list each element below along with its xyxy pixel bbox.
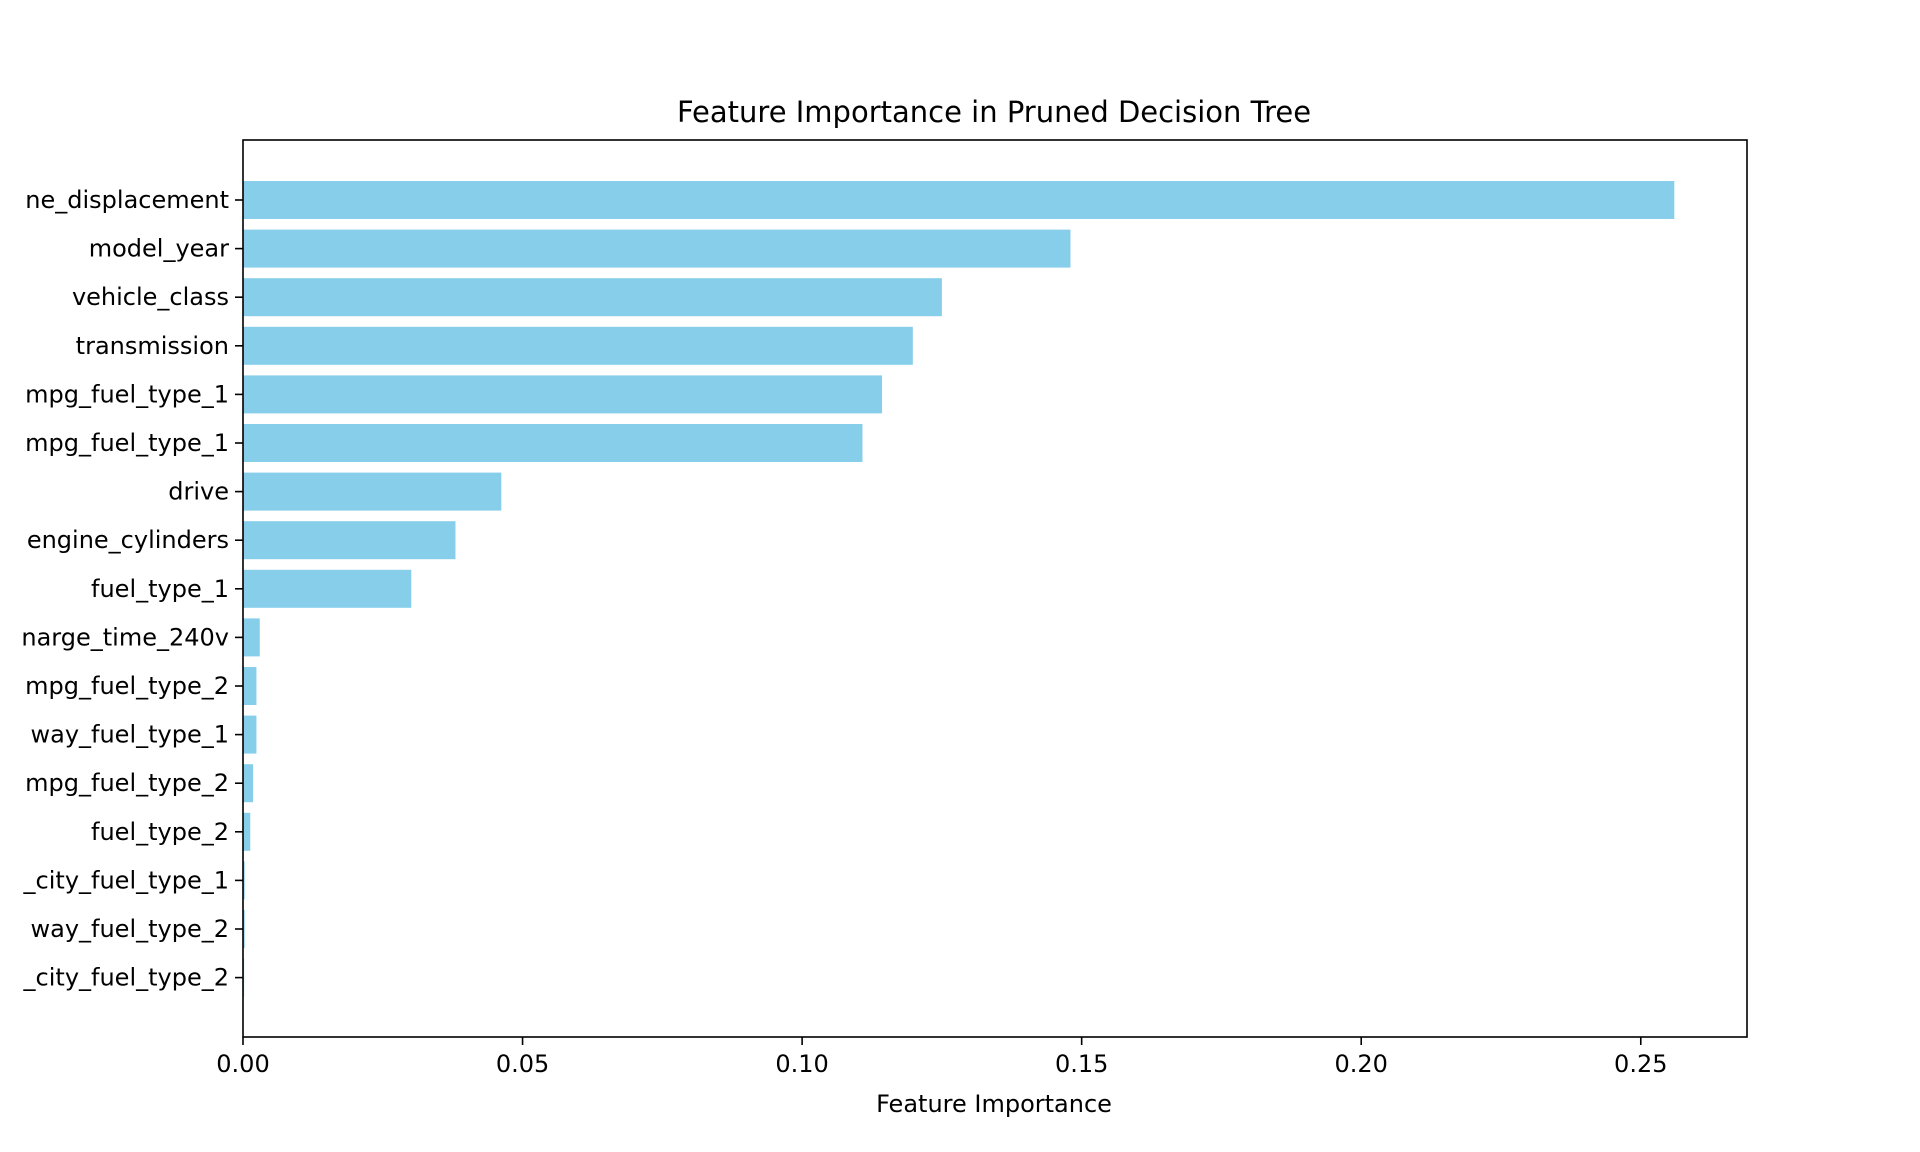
y-tick-label-9: narge_time_240v [21,623,229,651]
bar-0 [243,181,1675,219]
y-tick-label-15: way_fuel_type_2 [30,915,229,943]
y-tick-label-16: _city_fuel_type_2 [23,964,229,992]
y-axis-ticks: ne_displacement model_year vehicle_classtr… [21,186,243,992]
bars-group [243,181,1675,997]
y-tick-label-1: model_year [89,235,229,263]
bar-5 [243,424,863,462]
bar-2 [243,278,942,317]
x-tick-label-3: 0.15 [1055,1050,1108,1078]
bar-1 [243,229,1071,268]
y-tick-label-11: way_fuel_type_1 [30,721,229,749]
bar-12 [243,764,254,803]
bar-11 [243,715,257,754]
bar-4 [243,375,883,414]
y-tick-label-5: mpg_fuel_type_1 [25,429,229,457]
x-axis-ticks: 0.00 0.05 0.10 0.15 0.20 0.25 [216,1037,1667,1078]
x-tick-label-2: 0.10 [775,1050,828,1078]
y-tick-label-2: vehicle_class [72,283,229,311]
y-tick-label-3: transmission [76,332,229,360]
x-tick-label-5: 0.25 [1614,1050,1667,1078]
x-axis-label: Feature Importance [876,1090,1112,1118]
bar-3 [243,326,913,365]
bar-6 [243,472,502,511]
y-tick-label-14: _city_fuel_type_1 [23,866,229,894]
y-tick-label-12: mpg_fuel_type_2 [25,769,229,797]
y-tick-label-6: drive [168,478,229,506]
y-tick-label-13: fuel_type_2 [91,818,229,846]
plot-frame [242,139,1748,1038]
y-tick-label-8: fuel_type_1 [91,575,229,603]
x-tick-label-1: 0.05 [496,1050,549,1078]
chart-title: Feature Importance in Pruned Decision Tr… [677,95,1311,129]
bar-7 [243,521,456,560]
bar-9 [243,618,260,657]
x-tick-label-0: 0.00 [216,1050,269,1078]
y-tick-label-10: mpg_fuel_type_2 [25,672,229,700]
y-tick-label-0: ne_displacement [25,186,229,214]
bar-15 [243,910,245,948]
bar-14 [243,861,245,900]
y-tick-label-4: mpg_fuel_type_1 [25,380,229,408]
bar-13 [243,812,251,851]
bar-8 [243,569,412,608]
y-tick-label-7: engine_cylinders [27,526,229,554]
x-tick-label-4: 0.20 [1334,1050,1387,1078]
bar-10 [243,667,257,705]
